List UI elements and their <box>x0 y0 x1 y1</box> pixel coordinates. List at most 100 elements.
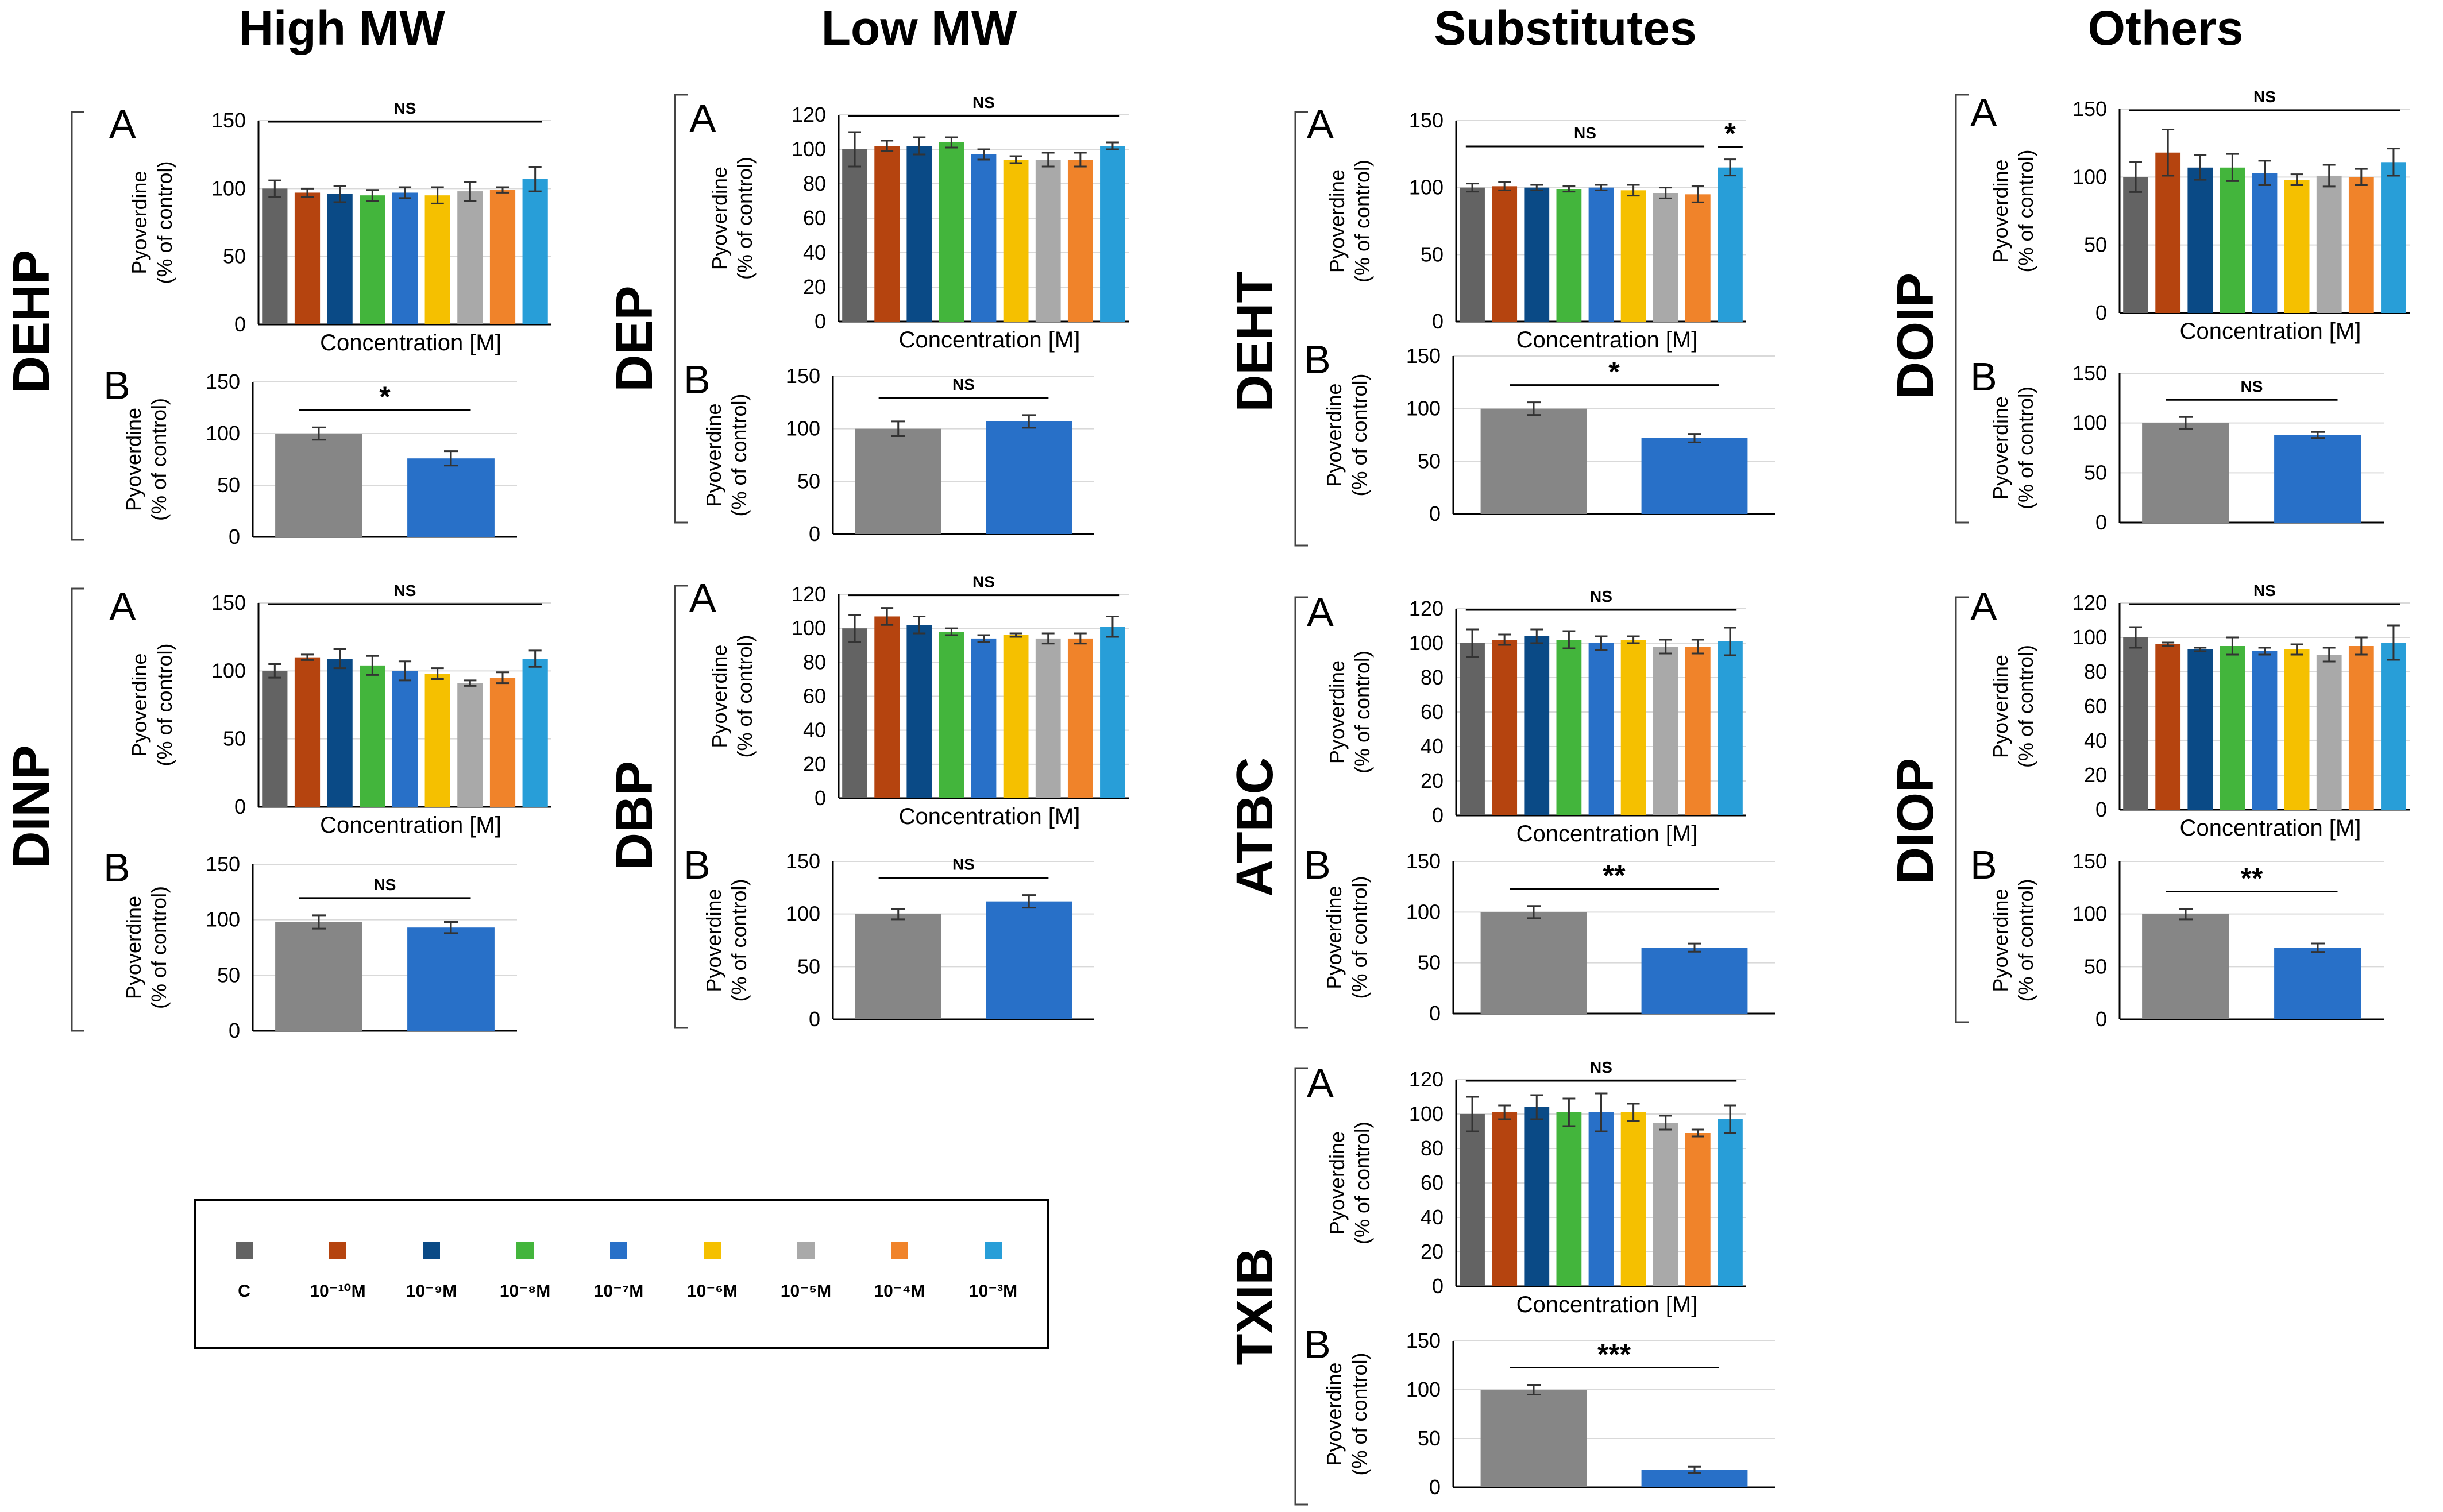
bar-deht-a-2 <box>1524 187 1550 322</box>
error-bar-dinp-b-1 <box>444 921 458 934</box>
x-axis-label-dbp-a: Concentration [M] <box>899 804 1080 829</box>
y-tick-label: 100 <box>1409 631 1444 655</box>
y-tick-label: 100 <box>2073 625 2107 649</box>
error-bar-dep-a-7 <box>1074 152 1087 168</box>
compound-label-dbp: DBP <box>606 761 663 870</box>
error-bar-dehp-a-5 <box>431 186 444 204</box>
bar-atbc-b-0 <box>1480 912 1587 1014</box>
y-tick-label: 120 <box>792 582 826 606</box>
significance-label-dinp-b: NS <box>374 876 396 894</box>
significance-label-txib-b: *** <box>1597 1339 1631 1371</box>
bar-diop-a-0 <box>2123 637 2148 810</box>
legend-label-8: 10⁻³M <box>969 1282 1017 1301</box>
error-bar-dbp-a-4 <box>977 634 990 643</box>
bar-dep-b-1 <box>986 421 1072 534</box>
y-tick-label: 0 <box>1429 1475 1441 1499</box>
y-axis-unit-diop-b: (% of control) <box>2014 879 2037 1001</box>
error-bar-deht-a-4 <box>1595 184 1608 191</box>
y-tick-label: 120 <box>792 103 826 126</box>
y-tick-label: 150 <box>2073 361 2107 385</box>
group-bracket-dehp <box>71 111 84 541</box>
error-bar-atbc-a-1 <box>1498 633 1511 646</box>
error-bar-doip-a-4 <box>2258 160 2271 187</box>
y-axis-label-dep-a: Pyoverdine <box>708 167 731 270</box>
y-tick-label: 50 <box>1418 449 1441 473</box>
group-bracket-atbc <box>1294 596 1308 1029</box>
bar-dinp-a-8 <box>522 659 548 807</box>
y-tick-label: 100 <box>206 421 240 445</box>
error-bar-diop-b-0 <box>2179 908 2193 921</box>
compound-label-dehp: DEHP <box>3 250 60 393</box>
error-bar-dbp-a-0 <box>848 614 861 643</box>
y-axis-unit-txib-a: (% of control) <box>1350 1122 1374 1244</box>
error-bar-dehp-b-1 <box>444 450 458 467</box>
legend-swatch-3 <box>516 1242 534 1259</box>
group-bracket-diop <box>1955 596 1969 1023</box>
error-bar-diop-a-1 <box>2162 641 2175 647</box>
y-axis-label-txib-a: Pyoverdine <box>1325 1131 1349 1235</box>
group-title-substitutes: Substitutes <box>1434 1 1696 55</box>
panel-letter-dehp-b: B <box>103 363 130 408</box>
y-tick-label: 20 <box>803 752 826 776</box>
error-bar-atbc-a-5 <box>1627 635 1640 644</box>
y-tick-label: 100 <box>211 176 246 200</box>
significance-label-txib-a: NS <box>1590 1058 1612 1076</box>
y-tick-label: 100 <box>1409 176 1444 199</box>
bar-dehp-b-1 <box>407 458 495 537</box>
bar-deht-a-7 <box>1685 194 1711 322</box>
y-axis-unit-diop-a: (% of control) <box>2014 645 2037 768</box>
y-tick-label: 40 <box>803 241 826 264</box>
error-bar-dep-a-2 <box>913 136 926 156</box>
bar-doip-a-3 <box>2220 167 2245 313</box>
bar-diop-a-2 <box>2187 649 2213 810</box>
group-bracket-txib <box>1294 1067 1308 1506</box>
y-axis-label-atbc-a: Pyoverdine <box>1325 660 1349 764</box>
bar-dehp-a-2 <box>327 194 353 324</box>
y-tick-label: 0 <box>1429 502 1441 525</box>
error-bar-deht-a-0 <box>1466 183 1479 193</box>
bar-txib-a-3 <box>1556 1112 1582 1286</box>
y-tick-label: 150 <box>1409 109 1444 132</box>
y-axis-label-dehp-a: Pyoverdine <box>128 171 151 274</box>
bar-dinp-b-0 <box>275 922 362 1031</box>
y-tick-label: 0 <box>815 310 826 333</box>
y-axis-label-dbp-b: Pyoverdine <box>702 888 725 992</box>
y-tick-label: 80 <box>1421 666 1444 689</box>
error-bar-deht-a-1 <box>1498 181 1511 191</box>
significance-label-atbc-b: ** <box>1603 860 1626 892</box>
panel-letter-dehp-a: A <box>109 102 136 146</box>
significance-label-doip-b: NS <box>2241 377 2263 395</box>
y-axis-label-deht-b: Pyoverdine <box>1322 383 1346 486</box>
y-tick-label: 100 <box>1409 1102 1444 1126</box>
bar-doip-a-0 <box>2123 177 2148 313</box>
y-axis-label-dbp-a: Pyoverdine <box>708 644 731 748</box>
y-axis-label-dep-b: Pyoverdine <box>702 403 725 506</box>
y-axis-unit-dbp-a: (% of control) <box>733 635 757 757</box>
error-bar-diop-a-3 <box>2226 636 2239 656</box>
error-bar-txib-a-1 <box>1498 1104 1511 1120</box>
bar-deht-a-8 <box>1718 167 1743 322</box>
y-axis-label-dinp-b: Pyoverdine <box>122 896 145 999</box>
error-bar-deht-a-2 <box>1530 184 1543 191</box>
error-bar-dbp-a-6 <box>1041 632 1055 645</box>
bar-dep-a-4 <box>971 154 997 322</box>
bar-dehp-a-5 <box>424 195 450 324</box>
error-bar-diop-a-5 <box>2290 643 2303 656</box>
error-bar-dbp-a-1 <box>881 607 894 626</box>
error-bar-dehp-a-4 <box>398 186 412 199</box>
bar-dbp-a-1 <box>874 616 900 798</box>
legend-label-3: 10⁻⁸M <box>500 1282 550 1301</box>
error-bar-dbp-b-1 <box>1022 894 1036 909</box>
y-axis-label-atbc-b: Pyoverdine <box>1322 885 1346 989</box>
bar-dehp-a-8 <box>522 179 548 324</box>
y-tick-label: 50 <box>1418 951 1441 975</box>
bar-atbc-a-4 <box>1588 643 1614 815</box>
y-tick-label: 60 <box>803 685 826 708</box>
error-bar-txib-a-8 <box>1724 1104 1736 1134</box>
panel-letter-dbp-a: A <box>689 575 716 620</box>
error-bar-dehp-a-8 <box>528 165 542 192</box>
bar-diop-b-0 <box>2142 914 2229 1019</box>
bar-dinp-a-0 <box>262 671 288 807</box>
bar-dinp-a-5 <box>424 674 450 807</box>
legend-swatch-0 <box>236 1242 253 1259</box>
